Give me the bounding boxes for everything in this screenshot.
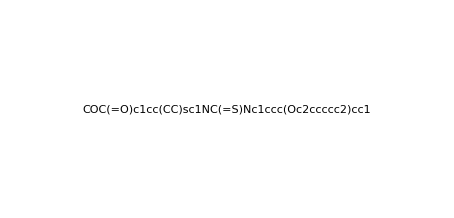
Text: COC(=O)c1cc(CC)sc1NC(=S)Nc1ccc(Oc2ccccc2)cc1: COC(=O)c1cc(CC)sc1NC(=S)Nc1ccc(Oc2ccccc2… (83, 104, 371, 114)
